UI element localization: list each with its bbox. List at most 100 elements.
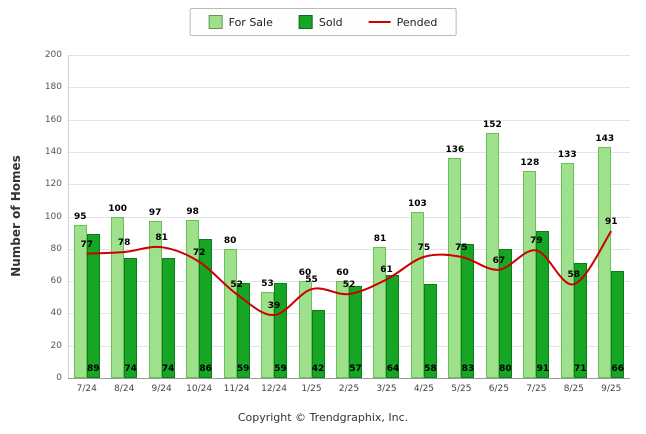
x-tick-label: 5/25 <box>451 384 472 394</box>
for-sale-value-label: 60 <box>336 268 349 279</box>
for-sale-swatch-icon <box>208 15 223 29</box>
pended-value-label: 77 <box>80 239 93 250</box>
sold-value-label: 58 <box>424 364 437 374</box>
x-tick-label: 2/25 <box>338 384 360 394</box>
sold-value-label: 59 <box>274 364 287 374</box>
y-tick-label: 60 <box>50 276 62 287</box>
pended-line-swatch-icon <box>368 21 391 23</box>
for-sale-value-label: 128 <box>520 158 540 169</box>
sold-bar <box>274 282 288 378</box>
x-tick-label: 4/25 <box>413 384 435 394</box>
x-axis-line <box>68 378 630 379</box>
pended-value-label: 61 <box>380 265 393 276</box>
for-sale-value-label: 53 <box>261 279 274 290</box>
pended-value-label: 72 <box>192 247 206 258</box>
gridline <box>68 281 630 283</box>
sold-bar <box>199 239 213 378</box>
for-sale-bar <box>336 281 349 378</box>
pended-value-label: 39 <box>267 301 281 311</box>
sold-bar <box>161 258 175 378</box>
sold-value-label: 59 <box>236 364 250 374</box>
legend-item-pended: Pended <box>368 16 437 29</box>
for-sale-bar <box>410 211 424 378</box>
x-tick-label: 7/25 <box>526 384 547 394</box>
y-tick-label: 0 <box>56 373 62 383</box>
gridline <box>68 248 630 250</box>
for-sale-value-label: 97 <box>148 208 162 219</box>
sold-bar <box>236 282 250 378</box>
pended-value-label: 75 <box>417 242 431 253</box>
for-sale-bar <box>485 132 499 378</box>
y-tick-label: 200 <box>44 50 62 60</box>
for-sale-bar <box>560 163 574 378</box>
pended-value-label: 67 <box>492 255 506 266</box>
sold-value-label: 66 <box>611 364 625 374</box>
legend-label-for-sale: For Sale <box>228 15 273 29</box>
sold-swatch-icon <box>298 15 313 29</box>
sold-bar <box>573 263 587 378</box>
gridline <box>68 151 630 153</box>
for-sale-value-label: 80 <box>223 235 237 246</box>
pended-value-label: 52 <box>342 280 356 291</box>
sold-value-label: 64 <box>386 364 400 374</box>
x-tick-label: 9/24 <box>151 384 172 394</box>
y-tick-label: 160 <box>44 114 62 125</box>
for-sale-bar <box>148 221 162 378</box>
pended-value-label: 58 <box>567 270 581 281</box>
pended-value-label: 91 <box>605 217 618 228</box>
sold-value-label: 57 <box>349 364 362 374</box>
pended-value-label: 78 <box>117 238 131 249</box>
for-sale-bar <box>111 216 125 378</box>
gridline <box>68 184 630 186</box>
sold-value-label: 80 <box>499 364 512 374</box>
sold-value-label: 74 <box>161 364 175 374</box>
for-sale-value-label: 100 <box>108 203 128 214</box>
gridline <box>68 216 630 218</box>
for-sale-value-label: 103 <box>408 198 427 209</box>
y-tick-label: 40 <box>50 308 62 319</box>
sold-bar <box>311 310 325 378</box>
for-sale-bar <box>448 158 462 378</box>
legend: For Sale Sold Pended <box>189 8 457 36</box>
x-tick-label: 12/24 <box>261 384 288 394</box>
for-sale-value-label: 143 <box>595 134 615 145</box>
for-sale-bar <box>523 171 537 378</box>
for-sale-value-label: 133 <box>557 150 577 161</box>
pended-value-label: 81 <box>155 233 168 244</box>
legend-label-sold: Sold <box>318 15 343 29</box>
sold-bar <box>124 258 138 378</box>
sold-bar <box>86 234 100 378</box>
pended-line <box>86 230 613 317</box>
gridline <box>68 119 630 121</box>
y-tick-label: 140 <box>44 146 62 157</box>
pended-line-overlay <box>86 230 613 317</box>
sold-bar <box>611 271 625 378</box>
y-tick-label: 20 <box>50 340 62 351</box>
x-tick-label: 8/25 <box>563 384 584 394</box>
sold-value-label: 83 <box>461 364 475 374</box>
x-tick-label: 7/24 <box>76 384 97 394</box>
sold-value-label: 86 <box>199 364 212 374</box>
x-tick-label: 10/24 <box>186 384 213 394</box>
pended-value-label: 52 <box>230 280 243 291</box>
sold-bar <box>536 231 550 378</box>
y-tick-label: 120 <box>44 179 62 190</box>
for-sale-bar <box>73 224 87 378</box>
sold-value-label: 89 <box>86 364 100 374</box>
x-tick-label: 8/24 <box>114 384 135 394</box>
gridline <box>68 55 630 56</box>
for-sale-value-label: 152 <box>482 119 502 130</box>
y-tick-label: 100 <box>44 211 62 222</box>
x-tick-label: 1/25 <box>301 384 322 394</box>
sold-value-label: 42 <box>311 364 325 374</box>
sold-value-label: 74 <box>124 364 137 374</box>
for-sale-bar <box>298 281 312 378</box>
x-tick-label: 11/24 <box>223 384 250 394</box>
for-sale-value-label: 60 <box>298 268 312 279</box>
for-sale-bar <box>223 248 237 378</box>
pended-value-label: 79 <box>530 236 543 247</box>
gridline <box>68 87 630 89</box>
legend-item-sold: Sold <box>298 15 343 29</box>
for-sale-value-label: 98 <box>186 206 199 217</box>
for-sale-value-label: 136 <box>445 145 465 156</box>
